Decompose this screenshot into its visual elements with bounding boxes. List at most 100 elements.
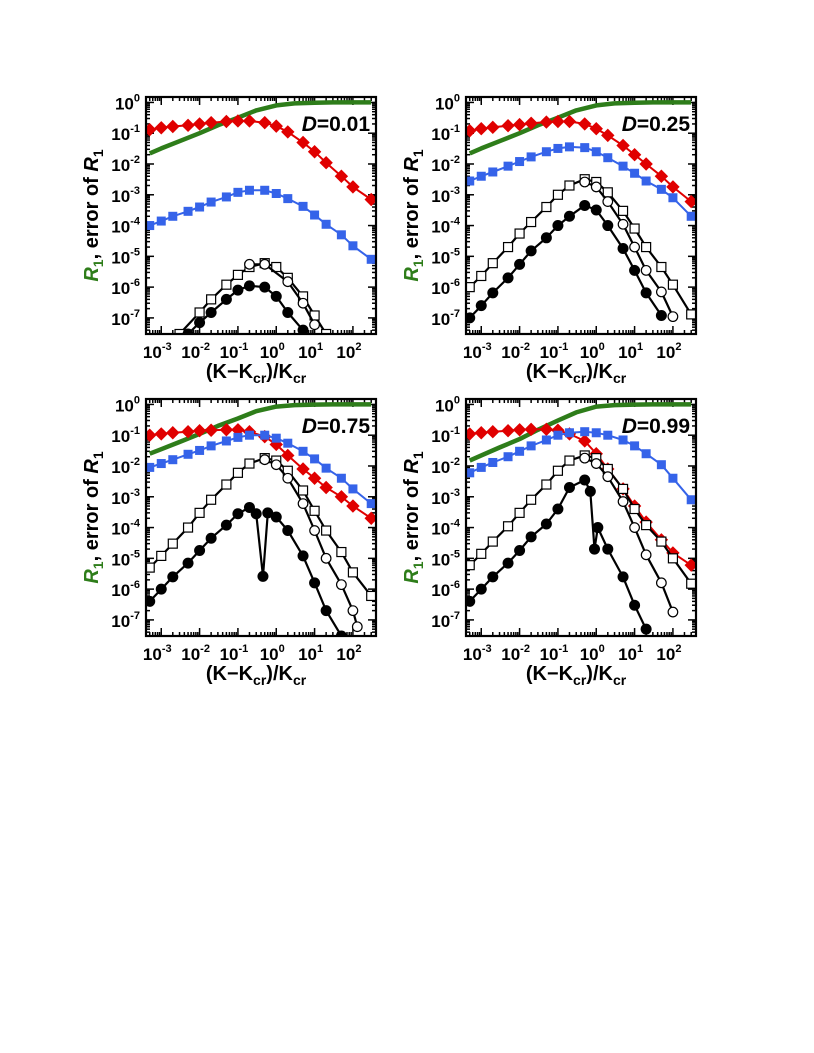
data-point (154, 427, 168, 441)
data-point (466, 595, 476, 607)
data-point (309, 525, 320, 536)
data-point (271, 433, 281, 443)
data-point (590, 458, 602, 469)
data-point (656, 184, 666, 194)
data-point (259, 454, 271, 466)
x-tick-label: 100 (260, 341, 285, 362)
data-point (502, 241, 514, 253)
series-line (187, 284, 304, 334)
data-point (639, 157, 653, 171)
data-point (220, 519, 232, 531)
data-point (297, 324, 309, 334)
data-point (541, 479, 552, 490)
data-point (667, 279, 679, 290)
y-tick-label: 10-1 (431, 425, 460, 446)
data-point (182, 557, 194, 569)
y-tick-label: 10-5 (111, 548, 140, 569)
data-point (617, 218, 629, 230)
data-point (579, 176, 591, 188)
panel-d-label: D=0.25 (622, 113, 691, 136)
data-point (351, 621, 363, 633)
data-point (514, 228, 525, 239)
data-point (155, 583, 167, 595)
data-point (540, 518, 552, 530)
series-error-filled-circle (466, 199, 667, 324)
data-point (515, 157, 525, 167)
data-point (578, 117, 592, 131)
data-point (146, 221, 155, 231)
y-tick-label: 10-3 (111, 487, 140, 508)
data-point (259, 258, 271, 270)
series-R1 (148, 402, 372, 456)
data-point (617, 242, 629, 254)
data-point (526, 152, 536, 162)
data-point (204, 423, 218, 437)
data-point (168, 455, 178, 465)
data-point (250, 508, 262, 520)
data-point (564, 455, 575, 466)
data-point (347, 567, 359, 578)
data-point (552, 465, 564, 476)
data-point (466, 560, 475, 571)
data-point (630, 441, 640, 451)
data-point (154, 121, 168, 135)
data-point (466, 427, 477, 441)
y-tick-label: 10-7 (111, 610, 140, 631)
data-point (541, 147, 551, 157)
series-line (148, 100, 372, 156)
x-tick-label: 10-3 (143, 341, 172, 362)
data-point (296, 135, 310, 150)
data-point (476, 171, 486, 181)
y-axis-title: R1, error of R1 (401, 451, 426, 584)
x-tick-label: 101 (618, 643, 643, 664)
y-tick-label: 10-1 (111, 425, 140, 446)
y-tick-label: 10-5 (111, 246, 140, 267)
data-point (512, 117, 527, 132)
data-point (232, 284, 244, 296)
x-axis-title: (K−Kcr)/Kcr (206, 361, 307, 386)
data-point (552, 220, 564, 232)
y-tick-label: 10-3 (111, 185, 140, 206)
series-line (468, 402, 692, 463)
data-point (221, 279, 232, 290)
x-tick-label: 100 (260, 643, 285, 664)
data-point (174, 328, 185, 334)
data-point (232, 467, 244, 478)
data-point (366, 499, 376, 509)
data-point (579, 474, 591, 486)
x-tick-label: 10-1 (540, 643, 569, 664)
data-point (281, 448, 295, 463)
data-point (602, 196, 614, 207)
data-point (502, 521, 514, 532)
series-line (149, 434, 372, 505)
data-point (602, 187, 613, 198)
data-point (282, 525, 294, 537)
y-tick-label: 10-7 (431, 610, 460, 631)
data-point (348, 241, 358, 251)
y-tick-label: 10-2 (431, 456, 460, 477)
data-point (553, 143, 563, 153)
data-point (282, 276, 294, 288)
data-point (194, 507, 205, 518)
data-point (563, 482, 575, 494)
data-point (319, 156, 333, 170)
data-point (298, 446, 308, 456)
data-point (466, 176, 475, 186)
data-point (156, 216, 166, 226)
x-tick-label: 102 (336, 643, 361, 664)
y-tick-label: 100 (115, 394, 140, 415)
data-point (321, 328, 332, 334)
data-point (629, 264, 641, 276)
data-point (335, 630, 347, 636)
data-point (590, 181, 602, 193)
data-point (183, 206, 193, 216)
data-point (310, 210, 320, 220)
data-point (503, 161, 513, 171)
data-point (244, 458, 255, 469)
y-tick-label: 10-6 (431, 579, 460, 600)
data-point (512, 423, 527, 437)
data-point (346, 180, 360, 194)
data-point (260, 185, 270, 195)
data-point (183, 449, 193, 459)
